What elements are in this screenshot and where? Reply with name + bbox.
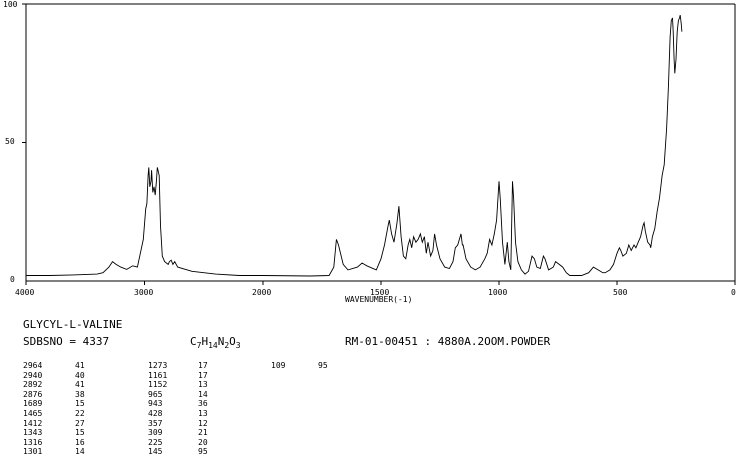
- peak-wavenumber: 2876: [23, 389, 43, 399]
- spectrum-series-line: [26, 14, 683, 277]
- peak-transmittance: 27: [75, 418, 85, 428]
- peak-transmittance: 15: [75, 428, 85, 438]
- peak-wavenumber: 943: [148, 399, 163, 409]
- peak-wavenumber: 1301: [23, 447, 43, 457]
- peak-transmittance: 40: [75, 370, 85, 380]
- peak-wavenumber: 2964: [23, 361, 43, 370]
- axis-tick-labels: 100 50 0 4000 3000 2000 1500 1000 500 0 …: [3, 0, 736, 304]
- peak-wavenumber: 1273: [148, 361, 168, 370]
- x-tick-label-1500: 1500: [370, 288, 389, 297]
- peak-col2-transmittance: 17 17 13 14 36 13 12 21 20 95: [198, 361, 208, 457]
- peak-transmittance: 16: [75, 437, 85, 447]
- formula-carbon-count: 7: [196, 341, 202, 351]
- peak-wavenumber: 1152: [148, 380, 168, 390]
- plot-frame: [25, 3, 736, 282]
- peak-transmittance: 95: [318, 361, 328, 370]
- peak-transmittance: 14: [75, 447, 85, 457]
- sdbs-number: SDBSNO = 4337: [23, 335, 110, 348]
- x-tick-label-2000: 2000: [252, 288, 271, 297]
- peak-col1-transmittance: 41 40 41 38 15 22 27 15 16 14: [75, 361, 85, 457]
- peak-wavenumber: 965: [148, 389, 163, 399]
- formula-oxygen-count: 3: [235, 341, 241, 351]
- peak-transmittance: 20: [198, 437, 208, 447]
- peak-wavenumber: 428: [148, 408, 163, 418]
- peak-transmittance: 15: [75, 399, 85, 409]
- peak-transmittance: 95: [198, 447, 208, 457]
- peak-col1-wavenumbers: 2964 2940 2892 2876 1689 1465 1412 1343 1316 1301: [23, 361, 42, 457]
- peak-wavenumber: 225: [148, 437, 163, 447]
- formula-nitrogen-count: 2: [224, 341, 230, 351]
- ir-spectrum-chart: 100 50 0 4000 3000 2000 1500 1000 500 0 …: [3, 0, 736, 304]
- measurement-method: RM-01-00451 : 4880A.2OOM.POWDER: [345, 335, 551, 348]
- peak-col2-wavenumbers: 1273 1161 1152 965 943 428 357 309 225 145: [148, 361, 167, 457]
- y-tick-label-0: 0: [10, 275, 15, 284]
- peak-transmittance: 14: [198, 389, 208, 399]
- peak-wavenumber: 145: [148, 447, 163, 457]
- peak-wavenumber: 2892: [23, 380, 43, 390]
- peak-transmittance: 13: [198, 380, 208, 390]
- x-tick-label-3000: 3000: [134, 288, 153, 297]
- peak-wavenumber: 1343: [23, 428, 43, 438]
- peak-transmittance: 36: [198, 399, 208, 409]
- peak-transmittance: 41: [75, 361, 85, 370]
- peak-wavenumber: 1689: [23, 399, 43, 409]
- peak-transmittance: 13: [198, 408, 208, 418]
- x-tick-label-4000: 4000: [15, 288, 34, 297]
- peak-wavenumber: 109: [271, 361, 286, 370]
- peak-transmittance: 12: [198, 418, 208, 428]
- peak-wavenumber: 309: [148, 428, 163, 438]
- x-axis-label: WAVENUMBER(-1): [345, 295, 412, 304]
- axis-ticks: [22, 3, 736, 285]
- peak-wavenumber: 1316: [23, 437, 43, 447]
- peak-wavenumber: 1412: [23, 418, 43, 428]
- peak-wavenumber: 2940: [23, 370, 43, 380]
- peak-wavenumber: 357: [148, 418, 163, 428]
- x-tick-label-500: 500: [613, 288, 628, 297]
- formula-nitrogen: N: [217, 335, 225, 348]
- peak-wavenumber: 1161: [148, 370, 168, 380]
- peak-transmittance: 38: [75, 389, 85, 399]
- formula-hydrogen: H: [201, 335, 209, 348]
- peak-transmittance: 21: [198, 428, 208, 438]
- peak-transmittance: 41: [75, 380, 85, 390]
- peak-transmittance: 22: [75, 408, 85, 418]
- peak-col3-transmittance: 95: [318, 361, 328, 371]
- peak-col3-wavenumbers: 109: [271, 361, 285, 371]
- peak-transmittance: 17: [198, 370, 208, 380]
- peak-transmittance: 17: [198, 361, 208, 370]
- y-tick-label-50: 50: [5, 137, 15, 146]
- peak-wavenumber: 1465: [23, 408, 43, 418]
- formula-oxygen: O: [229, 335, 236, 348]
- molecular-formula: C7H14N2O3: [190, 336, 241, 351]
- compound-name: GLYCYL-L-VALINE: [23, 318, 123, 331]
- x-tick-label-0: 0: [731, 288, 736, 297]
- y-tick-label-100: 100: [3, 0, 18, 9]
- formula-hydrogen-count: 14: [208, 341, 218, 351]
- formula-carbon: C: [190, 335, 197, 348]
- x-tick-label-1000: 1000: [488, 288, 507, 297]
